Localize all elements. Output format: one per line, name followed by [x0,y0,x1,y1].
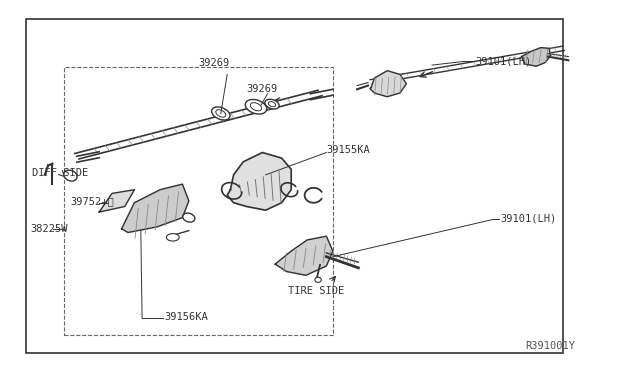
Ellipse shape [268,102,276,107]
Text: R391001Y: R391001Y [525,341,575,351]
Polygon shape [370,71,406,97]
Text: 39269: 39269 [246,84,278,94]
Polygon shape [227,153,291,210]
Ellipse shape [64,170,77,181]
Ellipse shape [183,213,195,222]
Polygon shape [99,190,134,212]
Ellipse shape [212,107,230,120]
Bar [64,67,333,335]
Ellipse shape [245,99,267,114]
Text: DIFF SIDE: DIFF SIDE [32,168,88,178]
Text: 39101(LH): 39101(LH) [500,214,557,223]
Text: 39269: 39269 [198,58,230,68]
Text: 39156KA: 39156KA [164,312,207,322]
Circle shape [166,234,179,241]
Text: 39752+Ⅱ: 39752+Ⅱ [70,197,114,206]
Ellipse shape [265,99,279,109]
Text: 39155KA: 39155KA [326,145,370,155]
Text: 39101(LH): 39101(LH) [475,57,531,66]
Text: TIRE SIDE: TIRE SIDE [288,286,344,296]
Bar [26,19,563,353]
Polygon shape [275,236,333,275]
Ellipse shape [315,277,321,282]
Text: 38225W: 38225W [31,224,68,234]
Ellipse shape [250,103,262,111]
Ellipse shape [216,110,226,117]
Polygon shape [522,48,550,66]
Polygon shape [122,184,189,232]
